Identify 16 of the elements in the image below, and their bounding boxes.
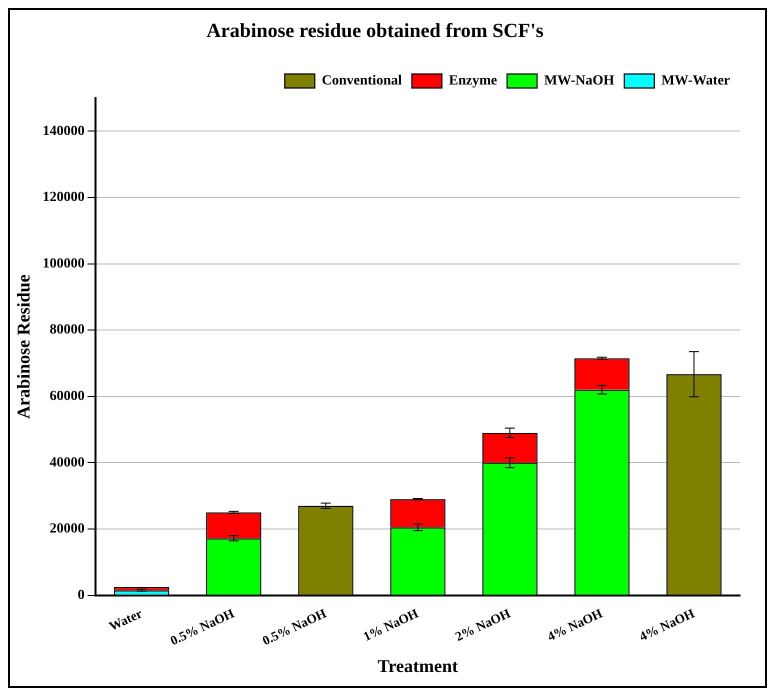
chart-title: Arabinose residue obtained from SCF's bbox=[206, 20, 544, 42]
y-tick-label: 40000 bbox=[50, 455, 85, 470]
legend-label: MW-Water bbox=[661, 74, 730, 89]
y-tick-label: 100000 bbox=[42, 256, 85, 272]
legend-label: MW-NaOH bbox=[544, 74, 614, 89]
y-tick-label: 140000 bbox=[42, 124, 85, 139]
y-tick-label: 0 bbox=[78, 588, 85, 603]
x-axis-title: Treatment bbox=[378, 656, 458, 676]
legend-label: Conventional bbox=[322, 74, 402, 89]
y-tick-label: 60000 bbox=[50, 388, 85, 404]
y-tick-label: 20000 bbox=[50, 522, 85, 537]
y-axis-title: Arabinose Residue bbox=[13, 274, 34, 419]
y-tick-label: 80000 bbox=[50, 322, 85, 338]
x-tick-label: Water bbox=[106, 605, 145, 634]
y-tick-label: 120000 bbox=[42, 190, 85, 206]
legend-label: Enzyme bbox=[448, 74, 498, 89]
